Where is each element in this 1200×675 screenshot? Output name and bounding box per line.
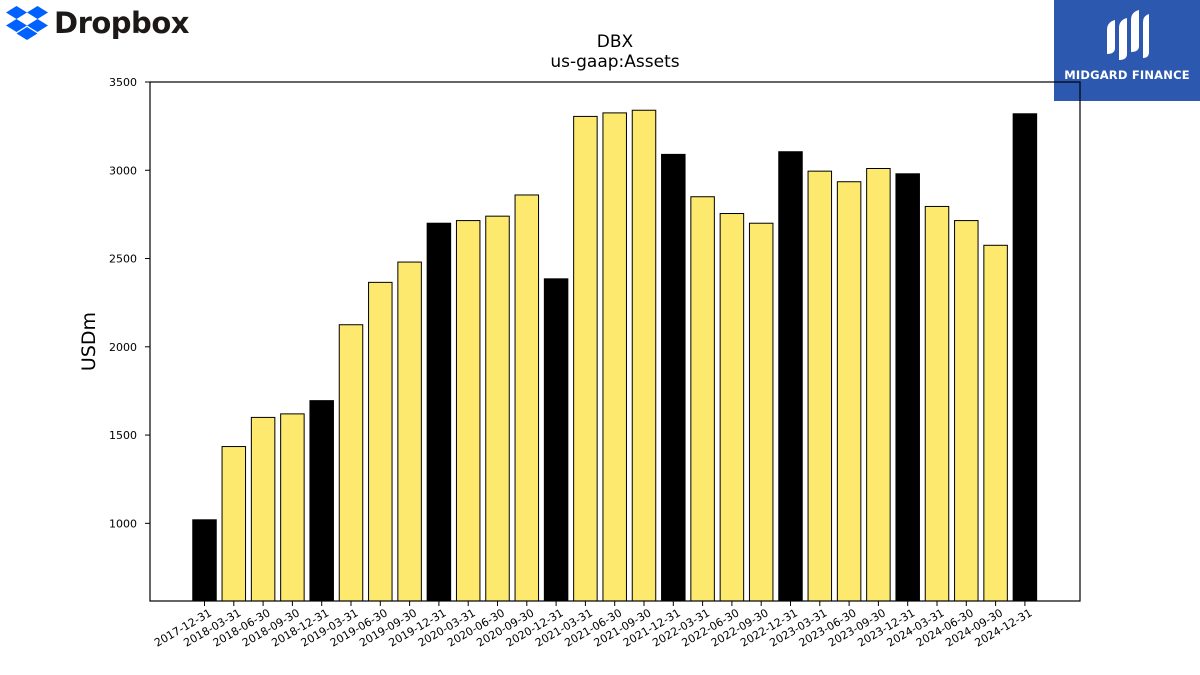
bar <box>192 519 217 602</box>
bar <box>924 205 950 602</box>
bar <box>719 213 745 602</box>
midgard-brand-text: MIDGARD FINANCE <box>1064 68 1190 82</box>
bar <box>690 196 715 602</box>
y-tick-label: 2500 <box>109 253 137 266</box>
bar <box>661 153 686 602</box>
y-tick-label: 3000 <box>109 164 137 177</box>
midgard-finance-logo: MIDGARD FINANCE <box>1054 0 1200 101</box>
y-tick-label: 2000 <box>109 341 137 354</box>
dropbox-icon <box>6 6 48 40</box>
y-axis-label: USDm <box>78 312 100 371</box>
bar <box>631 109 657 602</box>
bar <box>602 112 627 602</box>
bar <box>1012 113 1038 602</box>
bar <box>573 115 598 602</box>
bar <box>836 181 862 602</box>
bar <box>397 261 422 602</box>
bar <box>455 220 481 602</box>
bar <box>543 278 569 602</box>
bar <box>748 222 774 602</box>
bar <box>485 215 510 602</box>
dropbox-logo: Dropbox <box>6 4 189 42</box>
dropbox-wordmark: Dropbox <box>54 6 189 40</box>
bar <box>866 168 891 602</box>
bar <box>338 324 364 602</box>
bar <box>368 281 393 602</box>
bar <box>778 151 803 602</box>
bar <box>426 222 452 602</box>
bar <box>895 173 920 602</box>
bar <box>983 244 1008 602</box>
bar <box>280 413 305 602</box>
chart-title: DBX <box>596 32 634 52</box>
bar <box>309 400 334 602</box>
bar <box>221 446 247 602</box>
y-tick-label: 1500 <box>109 429 137 442</box>
bar <box>807 170 833 602</box>
bar <box>250 416 276 602</box>
midgard-m-icon <box>1107 10 1149 60</box>
bar <box>954 220 979 602</box>
chart-subtitle: us-gaap:Assets <box>550 52 680 72</box>
y-tick-label: 3500 <box>109 76 137 89</box>
bar <box>514 194 540 602</box>
y-tick-label: 1000 <box>109 517 137 530</box>
